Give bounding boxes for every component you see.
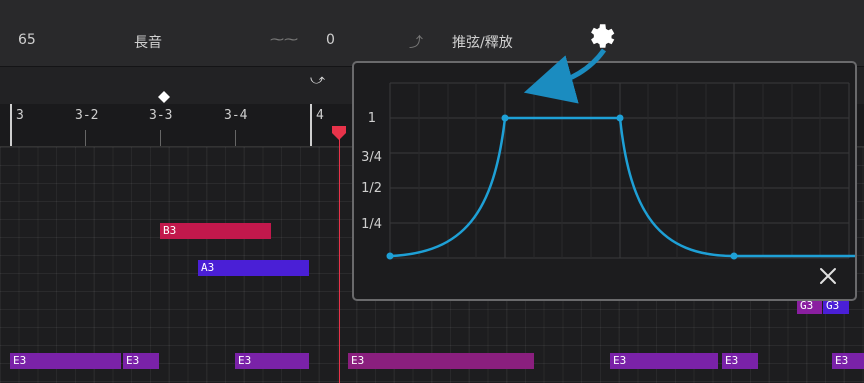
value-left: 65 [18, 32, 36, 48]
y-tick-label: 1 [368, 111, 376, 126]
ruler-label: 3-2 [75, 108, 99, 123]
diamond-icon [158, 91, 170, 103]
playhead-marker-icon[interactable] [332, 126, 346, 140]
note-e3[interactable]: E3 [722, 353, 758, 369]
bend-icon: ⤴ [409, 35, 423, 51]
bend-curve-line[interactable] [389, 116, 855, 258]
note-a3[interactable]: A3 [198, 260, 309, 276]
vibrato-icon: ⁓⁓ [270, 32, 298, 48]
ruler-label: 3-4 [224, 108, 248, 123]
note-e3[interactable]: E3 [10, 353, 121, 369]
curve-point[interactable] [616, 114, 624, 122]
note-e3[interactable]: E3 [235, 353, 309, 369]
curve-point[interactable] [386, 252, 394, 260]
graph-minor-grid [418, 83, 821, 258]
note-b3[interactable]: B3 [160, 223, 271, 239]
beat-tick [85, 130, 86, 146]
ruler-label: 3-3 [149, 108, 173, 123]
bend-curve-popup: 1 3/4 1/2 1/4 [352, 61, 857, 301]
note-e3[interactable]: E3 [610, 353, 718, 369]
note-g3[interactable]: G3 [797, 298, 822, 314]
bend-curve-graph[interactable]: 1 3/4 1/2 1/4 [354, 63, 855, 299]
playhead-line[interactable] [339, 128, 340, 383]
top-toolbar: 65 長音 ⁓⁓ 0 ⤴ 推弦/釋放 [0, 0, 864, 67]
curve-point[interactable] [730, 252, 738, 260]
beat-tick [235, 130, 236, 146]
y-tick-label: 3/4 [361, 150, 382, 165]
bend-label[interactable]: 推弦/釋放 [452, 35, 513, 51]
graph-grid [389, 82, 850, 259]
sustain-label[interactable]: 長音 [134, 35, 162, 51]
bend-marker-icon: ⤻ [310, 72, 325, 88]
close-icon[interactable] [817, 265, 839, 287]
ruler-label: 3 [16, 108, 24, 123]
note-e3[interactable]: E3 [123, 353, 159, 369]
bar-line [310, 104, 312, 146]
ruler-label: 4 [316, 108, 324, 123]
curve-point[interactable] [501, 114, 509, 122]
beat-tick [160, 130, 161, 146]
y-tick-label: 1/2 [361, 181, 382, 196]
note-e3[interactable]: E3 [832, 353, 864, 369]
note-g3[interactable]: G3 [823, 298, 849, 314]
bar-line [10, 104, 12, 146]
y-tick-label: 1/4 [361, 217, 382, 232]
vibrato-value: 0 [326, 32, 335, 48]
gear-icon[interactable] [583, 20, 617, 54]
note-e3[interactable]: E3 [348, 353, 534, 369]
